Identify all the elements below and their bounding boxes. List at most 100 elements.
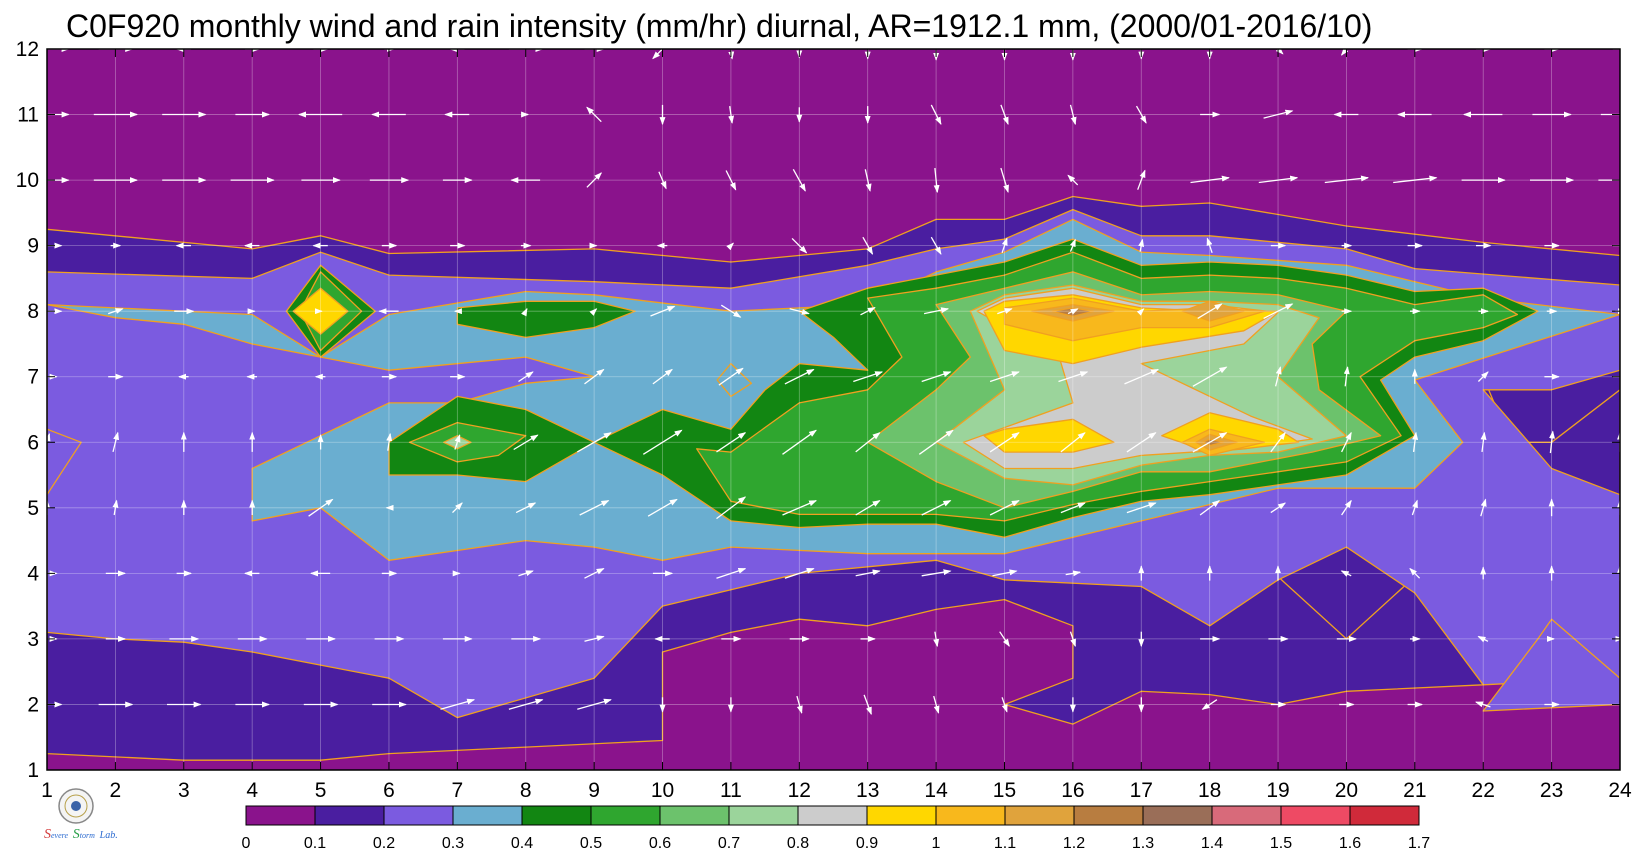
wind-arrow-20-7 bbox=[1343, 366, 1350, 387]
wind-arrow-19-6 bbox=[1270, 431, 1286, 453]
wind-arrow-16-8 bbox=[1067, 308, 1079, 315]
wind-arrow-16-7 bbox=[1058, 371, 1089, 383]
wind-arrow-17-11 bbox=[1135, 105, 1147, 124]
wind-arrow-9-7 bbox=[584, 368, 605, 385]
wind-arrow-18-6 bbox=[1192, 432, 1228, 453]
wind-arrow-12-8 bbox=[789, 308, 810, 315]
wind-arrow-22-7 bbox=[1477, 371, 1489, 382]
wind-arrow-22-3 bbox=[1477, 635, 1489, 643]
y-tick-label-5: 5 bbox=[27, 497, 39, 520]
wind-arrow-12-6 bbox=[782, 429, 817, 455]
x-tick-label-4: 4 bbox=[246, 779, 258, 802]
wind-arrow-15-9 bbox=[1001, 237, 1008, 254]
colorbar-swatch-12 bbox=[1073, 805, 1144, 826]
wind-arrow-9-8 bbox=[589, 308, 598, 316]
wind-arrow-13-10 bbox=[864, 169, 872, 192]
colorbar-swatch-2 bbox=[383, 805, 454, 826]
y-tick-label-1: 1 bbox=[27, 759, 39, 782]
wind-arrow-15-11 bbox=[1000, 104, 1009, 126]
x-tick-label-24: 24 bbox=[1608, 779, 1632, 802]
wind-arrow-12-10 bbox=[792, 168, 806, 192]
logo-seal-center bbox=[71, 801, 81, 811]
x-tick-label-22: 22 bbox=[1472, 779, 1495, 802]
contour-region-0_3-30 bbox=[716, 362, 753, 398]
wind-arrow-18-2 bbox=[1201, 699, 1218, 710]
wind-arrow-16-5 bbox=[1060, 502, 1086, 514]
wind-arrow-10-12 bbox=[652, 49, 664, 60]
wind-arrow-7-2 bbox=[440, 698, 476, 710]
wind-arrow-10-7 bbox=[652, 368, 673, 385]
wind-arrow-5-5 bbox=[308, 498, 334, 517]
wind-arrow-14-3 bbox=[933, 631, 940, 648]
colorbar-tick-label-1.3: 1.3 bbox=[1132, 835, 1154, 852]
wind-arrow-7-5 bbox=[452, 502, 463, 514]
x-tick-label-19: 19 bbox=[1266, 779, 1289, 802]
wind-arrow-23-6 bbox=[1549, 430, 1556, 454]
wind-arrow-18-7 bbox=[1192, 366, 1228, 387]
y-tick-label-8: 8 bbox=[27, 300, 39, 323]
y-tick-label-11: 11 bbox=[17, 104, 39, 127]
wind-arrow-14-6 bbox=[918, 429, 954, 455]
wind-arrow-15-10 bbox=[1000, 167, 1009, 194]
colorbar-tick-label-0.1: 0.1 bbox=[304, 835, 326, 852]
colorbar-swatch-3 bbox=[452, 805, 523, 826]
x-tick-label-18: 18 bbox=[1198, 779, 1221, 802]
wind-arrow-13-6 bbox=[855, 432, 881, 453]
y-tick-label-2: 2 bbox=[27, 693, 39, 716]
wind-arrow-17-10 bbox=[1137, 169, 1146, 190]
wind-arrow-14-2 bbox=[933, 695, 940, 714]
wind-arrow-21-5 bbox=[1411, 499, 1418, 516]
wind-arrow-2-5 bbox=[112, 499, 119, 516]
wind-arrow-11-5 bbox=[716, 496, 747, 520]
wind-arrow-9-3 bbox=[584, 635, 605, 642]
colorbar-tick-label-1.4: 1.4 bbox=[1201, 835, 1223, 852]
wind-arrow-16-11 bbox=[1069, 104, 1077, 126]
wind-arrow-19-11 bbox=[1263, 109, 1294, 119]
wind-arrow-13-5 bbox=[855, 500, 881, 516]
wind-arrow-11-11 bbox=[728, 106, 735, 124]
x-tick-label-8: 8 bbox=[520, 779, 532, 802]
colorbar-tick-label-1.1: 1.1 bbox=[994, 835, 1016, 852]
wind-arrow-16-6 bbox=[1060, 432, 1086, 453]
wind-arrow-14-7 bbox=[921, 371, 952, 383]
wind-arrow-1-6 bbox=[47, 432, 51, 445]
colorbar-swatch-4 bbox=[521, 805, 592, 826]
colorbar-tick-label-1.6: 1.6 bbox=[1339, 835, 1361, 852]
chart-title: C0F920 monthly wind and rain intensity (… bbox=[66, 8, 1372, 44]
wind-arrow-8-5 bbox=[515, 502, 537, 514]
wind-arrow-15-7 bbox=[989, 371, 1020, 383]
x-tick-label-9: 9 bbox=[588, 779, 600, 802]
colorbar-tick-label-0.3: 0.3 bbox=[442, 835, 464, 852]
x-axis: 1 2 3 4 5 6 7 8 9 10 11 12 13 14 15 16 17 18 19 20 21 22 23 24 bbox=[41, 49, 1632, 802]
wind-arrow-8-7 bbox=[518, 371, 534, 383]
wind-arrow-8-8 bbox=[521, 307, 528, 317]
wind-arrow-8-6 bbox=[513, 434, 539, 451]
wind-arrow-20-4 bbox=[1340, 570, 1352, 577]
colorbar-swatch-13 bbox=[1142, 805, 1213, 826]
wind-arrow-13-2 bbox=[863, 694, 872, 716]
colorbar-tick-label-0.8: 0.8 bbox=[787, 835, 809, 852]
wind-arrow-11-9 bbox=[726, 242, 735, 251]
colorbar-swatch-11 bbox=[1004, 805, 1075, 826]
wind-arrow-14-5 bbox=[921, 500, 952, 516]
wind-arrow-9-2 bbox=[577, 698, 612, 710]
y-tick-label-10: 10 bbox=[16, 169, 39, 192]
wind-arrow-12-2 bbox=[796, 695, 803, 714]
x-tick-label-1: 1 bbox=[41, 779, 53, 802]
wind-arrow-20-12 bbox=[1340, 49, 1349, 56]
colorbar-tick-label-0.2: 0.2 bbox=[373, 835, 395, 852]
wind-arrow-9-10 bbox=[586, 172, 603, 188]
wind-arrow-21-10 bbox=[1393, 175, 1438, 184]
x-tick-label-13: 13 bbox=[856, 779, 879, 802]
x-tick-label-20: 20 bbox=[1335, 779, 1358, 802]
x-tick-label-2: 2 bbox=[110, 779, 122, 802]
colorbar-swatch-9 bbox=[866, 805, 937, 826]
wind-arrow-16-9 bbox=[1069, 238, 1076, 252]
wind-vector-layer bbox=[47, 49, 1620, 716]
wind-arrow-17-6 bbox=[1126, 432, 1157, 453]
y-tick-label-3: 3 bbox=[27, 628, 39, 651]
colorbar-swatch-16 bbox=[1349, 805, 1420, 826]
wind-arrow-2-6 bbox=[112, 431, 120, 453]
